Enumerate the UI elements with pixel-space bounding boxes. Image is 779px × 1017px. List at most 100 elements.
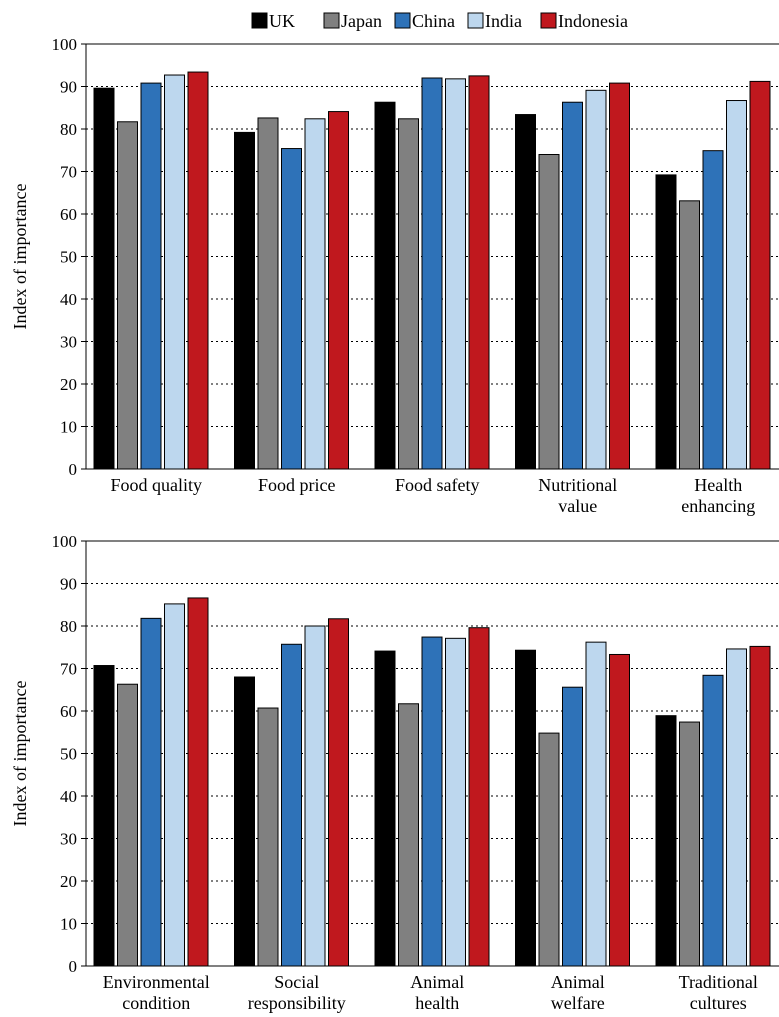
y-tick-label: 0	[69, 957, 78, 976]
y-tick-label: 30	[60, 333, 77, 352]
legend-item-china: China	[394, 11, 455, 31]
bar-china	[562, 686, 583, 967]
bar-india	[726, 100, 747, 470]
bar-china	[140, 617, 162, 967]
legend-item-india: India	[467, 11, 522, 31]
x-category-label: welfare	[551, 993, 605, 1013]
bar-china	[702, 674, 724, 967]
bar-china	[421, 77, 443, 470]
bar-uk	[93, 87, 115, 470]
legend-swatch	[394, 12, 411, 29]
legend-label: UK	[269, 11, 295, 31]
bar-japan	[679, 200, 700, 470]
bar-china	[281, 643, 302, 967]
y-tick-label: 0	[69, 460, 78, 479]
bar-indonesia	[328, 111, 349, 470]
y-axis-label: Index of importance	[10, 184, 30, 330]
chart-panel-1: 0 10 20 30 40 50 60 70 80 90 100 Index of importanc…	[10, 35, 779, 516]
legend-item-japan: Japan	[323, 11, 382, 31]
y-tick-label: 100	[52, 35, 78, 54]
y-tick-label: 10	[60, 915, 77, 934]
legend-label: China	[412, 11, 455, 31]
bar-india	[445, 78, 466, 470]
bar-india	[304, 118, 326, 470]
bar-uk	[374, 650, 396, 967]
y-tick-label: 20	[60, 872, 77, 891]
x-category-label: Traditional	[679, 972, 758, 992]
legend-swatch	[467, 12, 484, 29]
legend-swatch	[540, 12, 557, 29]
legend-label: India	[485, 11, 522, 31]
y-tick-label: 90	[60, 78, 77, 97]
bar-china	[281, 148, 302, 470]
x-category-label: responsibility	[248, 993, 346, 1013]
bar-india	[304, 625, 326, 967]
bar-japan	[257, 707, 279, 967]
y-tick-label: 70	[60, 660, 77, 679]
bar-japan	[538, 154, 560, 470]
y-tick-label: 60	[60, 205, 77, 224]
x-category-label: Food safety	[395, 475, 480, 495]
x-category-label: condition	[122, 993, 190, 1013]
y-tick-label: 50	[60, 745, 77, 764]
bar-indonesia	[328, 618, 349, 967]
bar-china	[140, 82, 162, 470]
legend-swatch	[251, 12, 268, 29]
y-tick-label: 70	[60, 163, 77, 182]
bar-china	[562, 101, 583, 470]
bar-indonesia	[468, 627, 490, 967]
legend-label: Japan	[341, 11, 382, 31]
bar-india	[445, 637, 466, 967]
x-category-label: Food quality	[110, 475, 202, 495]
bar-uk	[515, 114, 536, 470]
x-category-label: Food price	[258, 475, 335, 495]
legend: UK Japan China India Indonesia	[251, 11, 628, 31]
bar-indonesia	[749, 80, 771, 470]
y-tick-label: 80	[60, 617, 77, 636]
bar-japan	[117, 121, 138, 470]
bar-india	[164, 603, 185, 967]
bar-indonesia	[468, 75, 490, 470]
bar-china	[421, 636, 443, 967]
bar-uk	[374, 101, 396, 470]
x-category-label: Social	[274, 972, 319, 992]
x-category-label: cultures	[690, 993, 747, 1013]
y-tick-label: 60	[60, 702, 77, 721]
bar-china	[702, 150, 724, 470]
legend-item-uk: UK	[251, 11, 295, 31]
bar-indonesia	[187, 597, 209, 967]
bar-uk	[234, 131, 255, 470]
bar-indonesia	[609, 653, 630, 967]
legend-swatch	[323, 12, 340, 29]
legend-label: Indonesia	[558, 11, 628, 31]
bar-japan	[398, 118, 419, 470]
bar-uk	[93, 665, 115, 967]
y-tick-label: 90	[60, 575, 77, 594]
y-tick-label: 80	[60, 120, 77, 139]
y-tick-label: 40	[60, 290, 77, 309]
bar-uk	[234, 676, 255, 967]
x-category-label: Nutritional	[538, 475, 617, 495]
y-tick-label: 40	[60, 787, 77, 806]
y-tick-label: 50	[60, 248, 77, 267]
y-tick-label: 30	[60, 830, 77, 849]
bar-uk	[515, 649, 536, 967]
y-tick-label: 100	[52, 532, 78, 551]
bar-uk	[655, 715, 677, 967]
x-category-label: Animal	[410, 972, 464, 992]
bar-uk	[655, 174, 677, 470]
x-category-label: Environmental	[103, 972, 210, 992]
y-tick-label: 20	[60, 375, 77, 394]
bar-india	[164, 74, 185, 470]
bar-indonesia	[609, 82, 630, 470]
legend-item-indonesia: Indonesia	[540, 11, 628, 31]
y-axis-label: Index of importance	[10, 681, 30, 827]
bar-japan	[398, 703, 419, 967]
bar-indonesia	[749, 645, 771, 967]
x-category-label: enhancing	[681, 496, 755, 516]
bar-india	[585, 641, 607, 967]
x-category-label: Animal	[551, 972, 605, 992]
bar-japan	[679, 721, 700, 967]
bar-japan	[257, 117, 279, 470]
